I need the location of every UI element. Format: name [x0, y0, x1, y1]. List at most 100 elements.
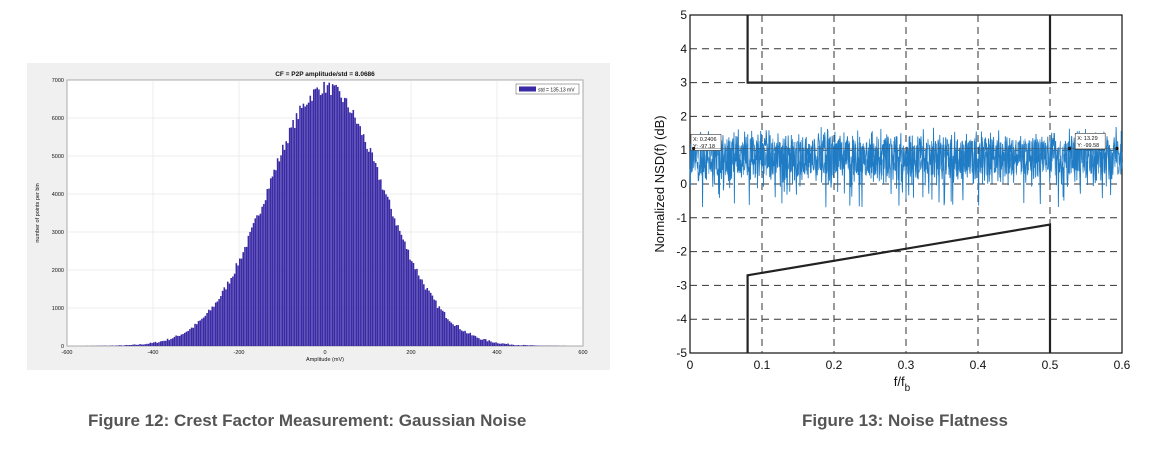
histogram-bar: [373, 161, 375, 346]
histogram-bar: [402, 239, 404, 346]
histogram-bar: [493, 342, 496, 346]
histogram-bar: [366, 148, 368, 346]
histogram-bar: [509, 344, 511, 346]
legend-label: std = 135.13 mV: [538, 88, 575, 94]
histogram-bar: [380, 179, 382, 346]
histogram-bar: [490, 341, 492, 346]
datatip-box: [690, 134, 722, 151]
histogram-bar: [378, 179, 380, 346]
histogram-bar: [239, 258, 241, 346]
histogram-bar: [264, 200, 267, 346]
histogram-bar: [302, 103, 305, 346]
histogram-bar: [486, 341, 489, 346]
histogram-bar: [400, 234, 403, 346]
histogram-bar: [209, 310, 212, 346]
legend-swatch: [519, 86, 536, 92]
histogram-bar: [407, 249, 410, 346]
histogram-bar: [347, 107, 349, 346]
histogram-bar: [390, 208, 392, 346]
datatip-y-label: Y: -97.18: [693, 144, 715, 150]
histogram-bar: [484, 339, 487, 346]
histogram-bar: [165, 340, 167, 346]
y-tick-label: 7000: [52, 78, 64, 84]
histogram-bar: [438, 306, 441, 346]
histogram-bar: [208, 309, 210, 346]
histogram-bar: [510, 344, 513, 346]
histogram-bar: [245, 246, 248, 346]
histogram-bar: [192, 327, 195, 346]
x-tick-label: -600: [61, 350, 72, 356]
datatip[interactable]: X: 13.29Y: -99.58: [1067, 133, 1106, 151]
histogram-bar: [196, 324, 198, 346]
histogram-bar: [507, 343, 509, 346]
x-tick-label: 600: [578, 350, 587, 356]
histogram-bar: [135, 344, 138, 346]
y-tick-label: 0: [61, 344, 64, 350]
histogram-bar: [448, 321, 451, 346]
histogram-bar: [204, 315, 207, 346]
histogram-bar: [429, 292, 432, 346]
x-tick-label: 200: [406, 350, 415, 356]
histogram-bar: [180, 334, 183, 346]
y-tick-label: 0: [680, 177, 687, 191]
y-tick-label: 2000: [52, 268, 64, 274]
histogram-bar: [266, 189, 269, 346]
histogram-bar: [249, 231, 251, 346]
histogram-bar: [495, 342, 497, 346]
histogram-bar: [273, 169, 275, 346]
histogram-bar: [252, 223, 255, 346]
histogram-bar: [218, 299, 220, 346]
histogram-bar: [436, 308, 439, 346]
histogram-bar: [357, 123, 360, 347]
histogram-bar: [338, 91, 341, 347]
datatip-y-label: Y: -99.58: [1077, 143, 1099, 149]
histogram-bar: [526, 345, 528, 346]
histogram-bar: [221, 290, 224, 346]
y-tick-label: 3000: [52, 230, 64, 236]
y-tick-label: 1000: [52, 306, 64, 312]
histogram-bar: [319, 95, 322, 347]
histogram-bar: [433, 299, 435, 346]
histogram-bar: [352, 109, 355, 347]
histogram-bar: [144, 344, 146, 346]
histogram-bar: [459, 329, 461, 346]
histogram-bar: [316, 87, 318, 347]
x-tick-label: 0.2: [826, 358, 843, 372]
y-tick-label: -4: [676, 312, 687, 326]
histogram-bar: [388, 199, 391, 346]
histogram-bar: [466, 333, 468, 346]
histogram-bar: [201, 318, 203, 346]
x-tick-label: 0.1: [754, 358, 771, 372]
histogram-bar: [517, 345, 520, 346]
x-tick-label: 0.3: [898, 358, 915, 372]
histogram-bar: [531, 345, 533, 346]
histogram-bar: [393, 218, 396, 346]
histogram-bar: [467, 333, 470, 346]
y-tick-label: 4000: [52, 192, 64, 198]
histogram-bar: [159, 341, 162, 346]
x-axis-label-subscript: b: [905, 383, 911, 394]
histogram-bar: [455, 325, 458, 346]
x-axis-label: Amplitude (mV): [306, 357, 344, 363]
histogram-bar: [471, 335, 473, 346]
histogram-bar: [331, 84, 334, 347]
histogram-bar: [328, 82, 331, 347]
histogram-bar: [182, 334, 184, 346]
histogram-bar: [426, 288, 429, 346]
histogram-bar: [130, 344, 133, 346]
histogram-bar: [411, 261, 413, 346]
histogram-bar: [395, 225, 398, 346]
x-tick-label: -200: [233, 350, 244, 356]
histogram-bar: [151, 342, 153, 346]
histogram-bar: [242, 252, 245, 346]
histogram-bar: [225, 289, 227, 346]
histogram-bar: [153, 342, 155, 346]
histogram-bar: [515, 345, 518, 346]
histogram-bar: [445, 317, 447, 346]
histogram-bar: [472, 335, 475, 346]
histogram-bar: [189, 329, 191, 346]
histogram-bar: [118, 345, 121, 346]
chart-title: CF = P2P amplitude/std = 8.0686: [275, 71, 375, 78]
histogram-bar: [405, 248, 408, 346]
